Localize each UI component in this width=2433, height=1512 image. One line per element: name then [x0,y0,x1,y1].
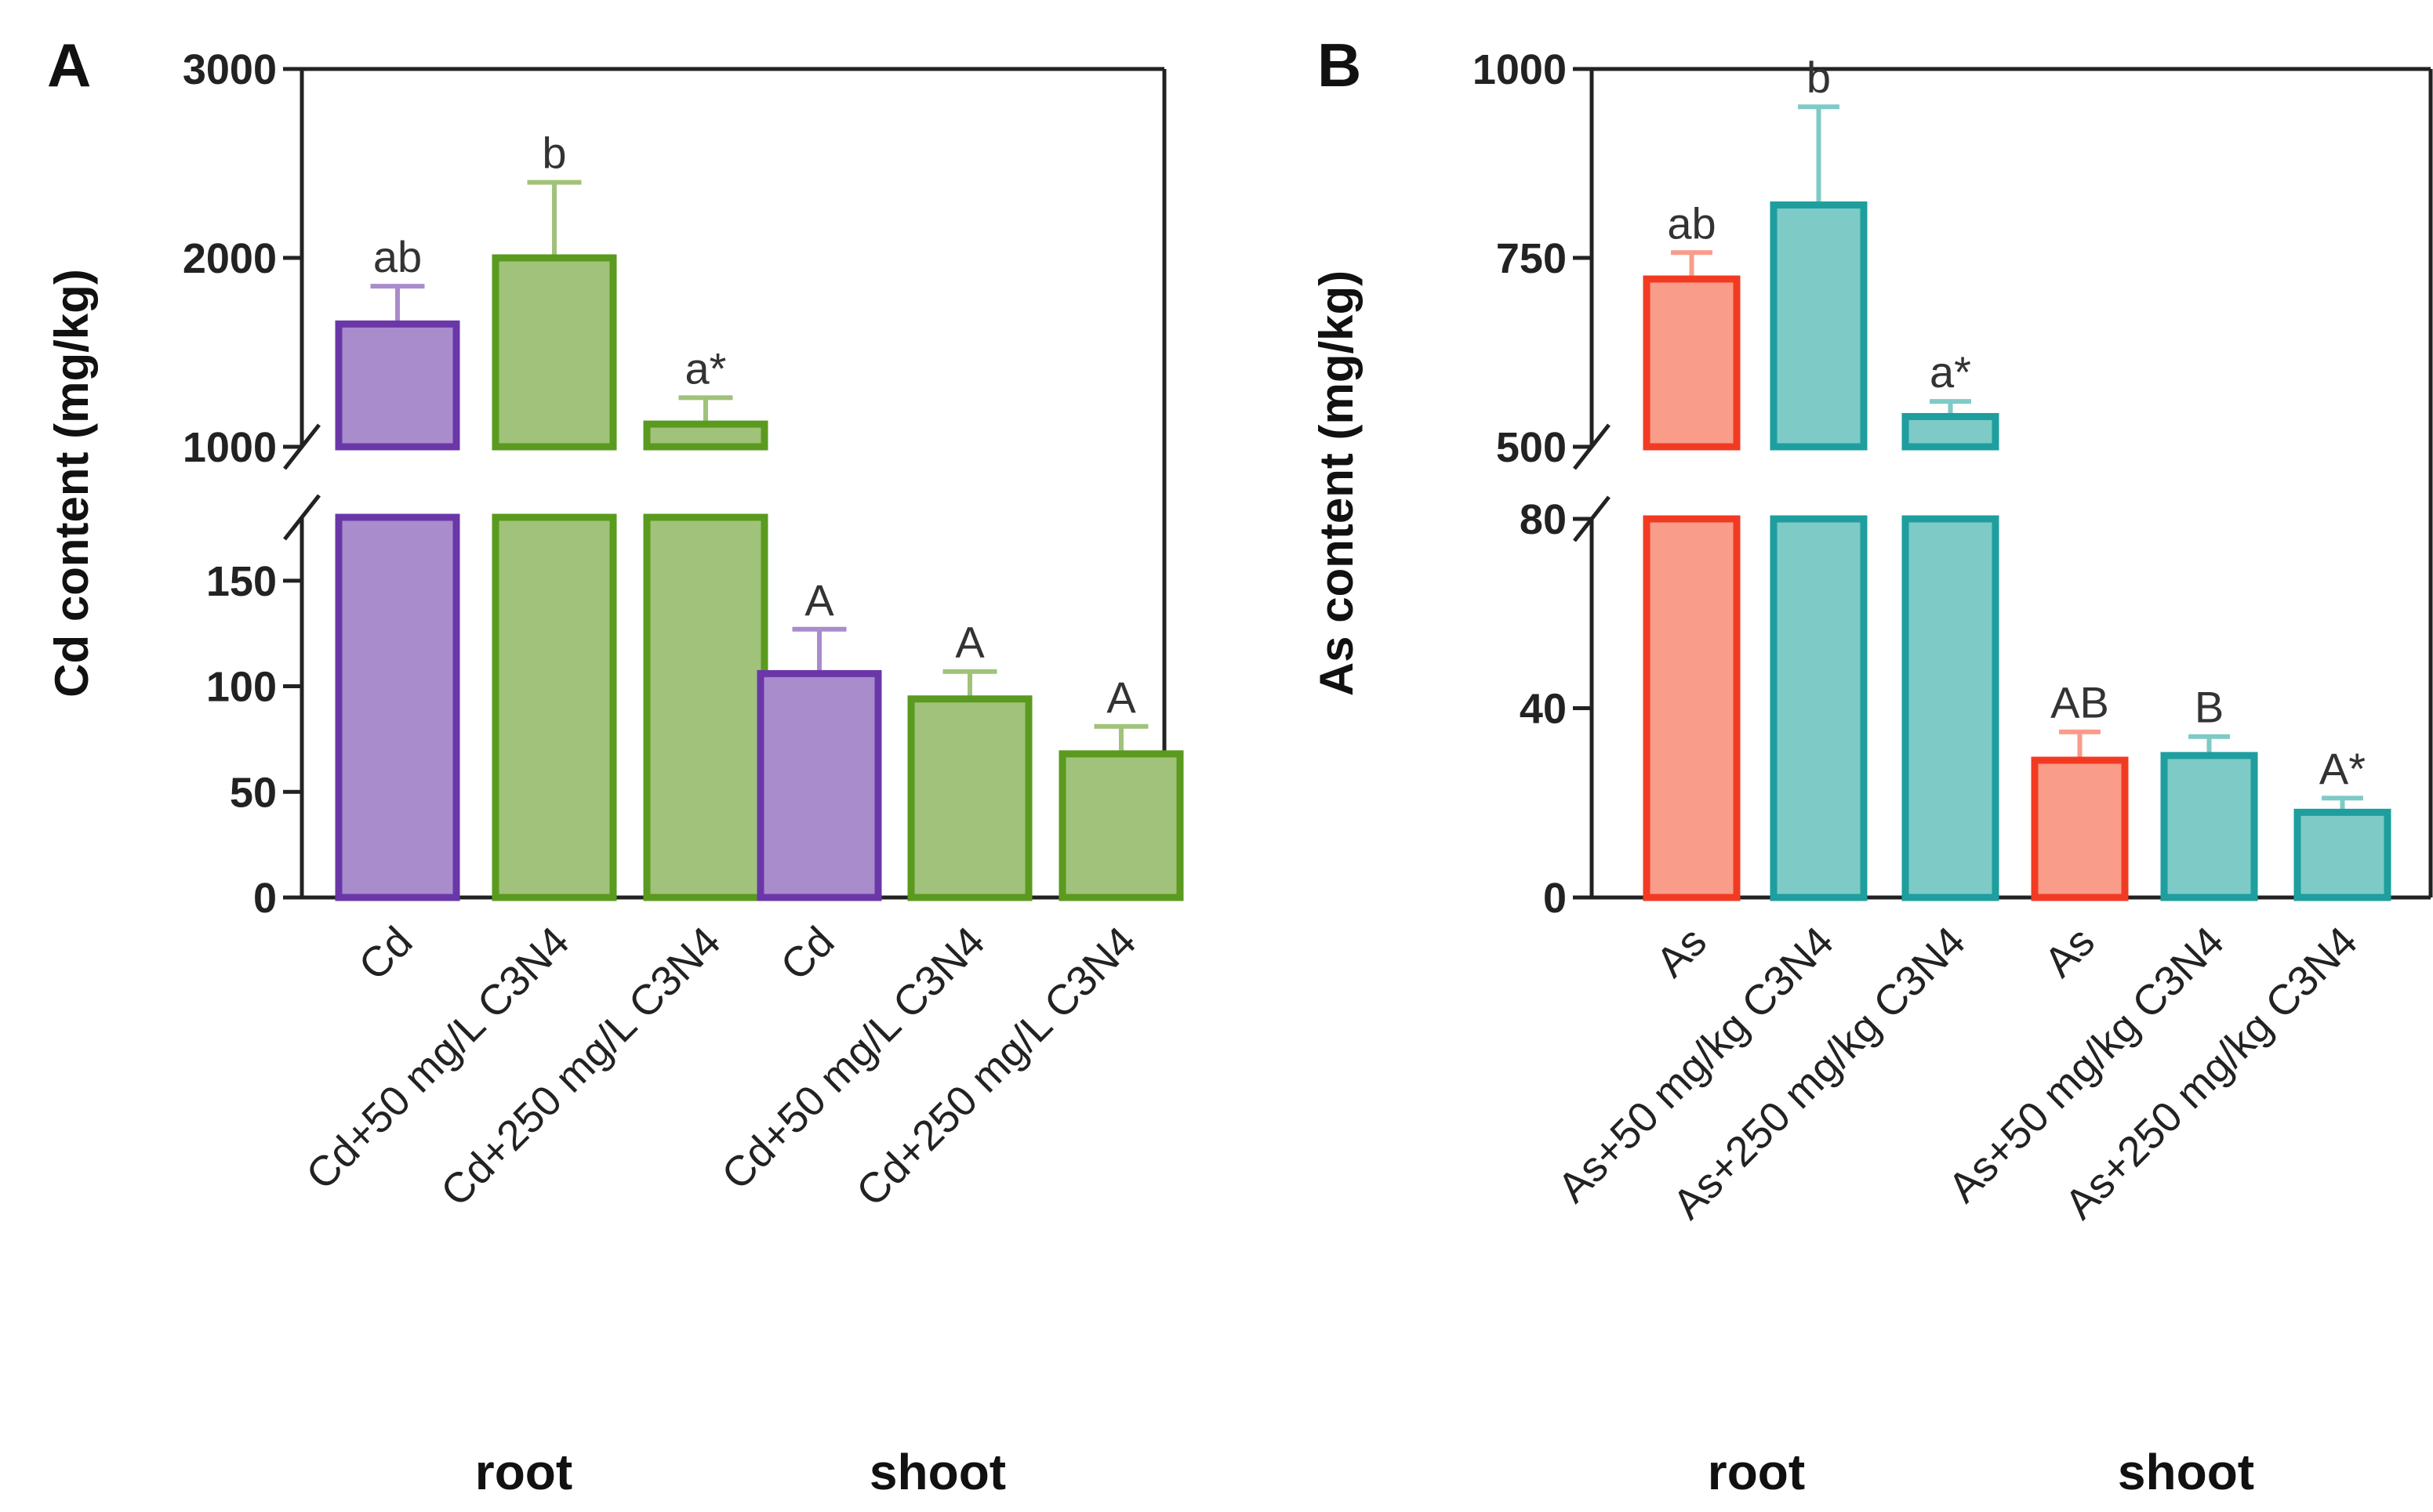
p0-y-axis-title: Cd content (mg/kg) [45,269,98,698]
p0-category-label-0: Cd [350,918,421,989]
p0-bar-4 [907,695,1033,901]
p0-significance-label-3: A [804,575,834,625]
p0-ytick-label-upper-0: 1000 [183,424,277,471]
p0-significance-label-4: A [955,618,985,667]
p1-ytick-label-lower-2: 80 [1520,496,1567,543]
p0-bar-3 [757,669,882,901]
p1-bar-4 [2160,752,2258,901]
p0-category-label-4: Cd+50 mg/L C3N4 [713,918,993,1198]
p1-significance-label-5: A* [2319,744,2366,793]
p0-bar-upper-2 [643,420,768,451]
p0-ytick-label-upper-1: 2000 [183,235,277,282]
p0-significance-label-0: ab [373,232,422,281]
panel-a-chart: A Cd content (mg/kg) 1000 2000 3000 0 50 100 150… [45,31,1184,1500]
p0-panel-letter: A [47,31,91,100]
p1-significance-label-4: B [2195,683,2224,732]
p1-bar-5 [2293,808,2391,901]
p0-ytick-label-upper-2: 3000 [183,46,277,93]
p1-ytick-label-lower-0: 0 [1543,875,1567,922]
p1-bar-upper-1 [1770,201,1868,451]
p0-axis-break-lower [283,494,321,541]
p0-ytick-label-lower-0: 0 [253,875,277,922]
p0-significance-label-1: b [542,129,566,178]
p1-panel-letter: B [1317,31,1361,100]
p0-category-label-1: Cd+50 mg/L C3N4 [297,918,578,1198]
p0-bar-0 [335,513,460,901]
p1-bar-2 [1901,515,1999,901]
p1-ytick-label-upper-0: 500 [1496,424,1567,471]
p1-y-axis-title: As content (mg/kg) [1310,270,1363,696]
p1-ytick-label-upper-2: 1000 [1473,46,1567,93]
p0-category-label-5: Cd+250 mg/L C3N4 [848,918,1146,1216]
p1-significance-label-3: AB [2050,678,2109,727]
p0-bar-upper-0 [335,320,460,451]
p1-category-label-0: As [1647,918,1716,986]
p0-category-label-3: Cd [772,918,843,989]
p0-category-label-2: Cd+250 mg/L C3N4 [432,918,730,1216]
p1-group-label-1: shoot [2118,1444,2254,1500]
p0-significance-label-2: a* [685,343,727,393]
p0-ytick-label-lower-2: 100 [206,664,277,711]
p1-significance-label-0: ab [1667,198,1716,248]
p0-group-label-0: root [475,1444,572,1500]
p0-bar-2 [643,513,768,901]
p1-bar-1 [1770,515,1868,901]
p1-bar-upper-2 [1901,412,1999,451]
p1-significance-label-1: b [1807,53,1831,102]
p1-ytick-label-lower-1: 40 [1520,686,1567,733]
p1-bar-upper-0 [1643,275,1741,451]
p0-ytick-label-lower-3: 150 [206,558,277,605]
p1-ytick-label-upper-1: 750 [1496,235,1567,282]
p0-group-label-1: shoot [870,1444,1006,1500]
p0-bar-5 [1059,750,1184,901]
p0-ytick-label-lower-1: 50 [230,769,277,816]
p0-significance-label-5: A [1106,673,1136,722]
p1-group-label-0: root [1708,1444,1805,1500]
p1-significance-label-2: a* [1930,347,1971,397]
p1-category-label-3: As [2035,918,2104,986]
p1-bar-0 [1643,515,1741,901]
p1-bar-3 [2031,756,2129,901]
p0-bar-upper-1 [492,254,617,451]
panel-b-chart: B As content (mg/kg) 500 750 1000 0 40 80 ab As b A… [1310,31,2433,1500]
p0-bar-1 [492,513,617,901]
